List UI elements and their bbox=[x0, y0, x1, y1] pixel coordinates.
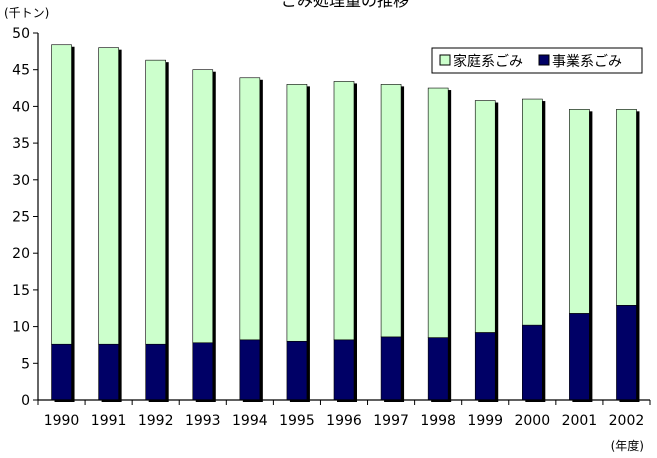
x-tick-label: 1993 bbox=[185, 413, 221, 429]
bar-business-1998 bbox=[427, 337, 449, 401]
bar-household-2000 bbox=[522, 98, 543, 326]
y-unit-label: (千トン) bbox=[4, 6, 49, 20]
legend-swatch-business bbox=[538, 54, 550, 66]
y-tick-labels: 0 5 10 15 20 25 30 35 40 45 50 bbox=[12, 26, 38, 409]
bar-business-1995 bbox=[286, 340, 308, 401]
bar-household-2002 bbox=[616, 109, 637, 306]
x-tick-label: 1991 bbox=[91, 413, 127, 429]
axes bbox=[37, 33, 650, 401]
x-tick-label: 2000 bbox=[514, 413, 550, 429]
x-tick-label: 1997 bbox=[373, 413, 409, 429]
bar-household-1998 bbox=[427, 87, 449, 338]
bar-household-1997 bbox=[380, 84, 402, 338]
y-tick-label: 35 bbox=[12, 136, 30, 152]
legend-box bbox=[431, 47, 643, 74]
bar-household-1996 bbox=[333, 81, 355, 341]
y-tick-label: 20 bbox=[12, 246, 30, 262]
bar-household-1991 bbox=[98, 47, 119, 345]
bar-business-2002 bbox=[616, 305, 637, 401]
y-tick-label: 30 bbox=[12, 173, 30, 189]
x-tick-label: 1998 bbox=[420, 413, 456, 429]
bar-business-2001 bbox=[569, 313, 590, 401]
legend-swatch-household bbox=[439, 54, 451, 66]
chart-title: ごみ処理量の推移 bbox=[281, 0, 409, 10]
bar-household-1995 bbox=[286, 84, 308, 342]
legend: 家庭系ごみ 事業系ごみ bbox=[431, 47, 643, 74]
legend-label-household: 家庭系ごみ bbox=[453, 53, 523, 70]
bar-business-2000 bbox=[522, 324, 543, 401]
legend-label-business: 事業系ごみ bbox=[552, 54, 622, 70]
y-tick-label: 0 bbox=[21, 393, 30, 409]
bar-household-1993 bbox=[192, 69, 214, 344]
y-tick-label: 40 bbox=[12, 99, 30, 115]
bar-business-1999 bbox=[474, 332, 496, 401]
bar-business-1997 bbox=[380, 336, 402, 401]
bar-household-1999 bbox=[474, 100, 496, 333]
x-tick-label: 1990 bbox=[44, 413, 80, 429]
bar-household-1992 bbox=[145, 59, 166, 345]
x-tick-labels: 1990 1991 1992 1993 1994 1995 1996 1997 1998 1999… bbox=[37, 400, 651, 429]
bar-household-2001 bbox=[569, 109, 590, 314]
bar-business-1992 bbox=[145, 343, 166, 401]
bar-business-1990 bbox=[51, 343, 72, 401]
x-unit-label: (年度) bbox=[611, 438, 644, 453]
bar-household-1990 bbox=[51, 44, 72, 345]
bar-household-1994 bbox=[239, 77, 261, 341]
x-tick-label: 1999 bbox=[467, 413, 503, 429]
y-tick-label: 5 bbox=[21, 356, 30, 372]
y-tick-label: 45 bbox=[12, 63, 30, 79]
x-tick-label: 1994 bbox=[232, 413, 268, 429]
x-tick-label: 2002 bbox=[609, 413, 645, 429]
bar-business-1993 bbox=[192, 342, 214, 401]
x-tick-label: 1992 bbox=[138, 413, 174, 429]
y-tick-label: 10 bbox=[12, 320, 30, 336]
bar-business-1994 bbox=[239, 339, 261, 401]
bar-business-1996 bbox=[333, 339, 355, 401]
bars bbox=[51, 44, 640, 403]
y-tick-label: 25 bbox=[12, 210, 30, 226]
bar-business-1991 bbox=[98, 343, 119, 401]
x-tick-label: 2001 bbox=[562, 413, 598, 429]
y-tick-label: 15 bbox=[12, 283, 30, 299]
x-tick-label: 1995 bbox=[279, 413, 315, 429]
x-tick-label: 1996 bbox=[326, 413, 362, 429]
y-tick-label: 50 bbox=[12, 26, 30, 42]
